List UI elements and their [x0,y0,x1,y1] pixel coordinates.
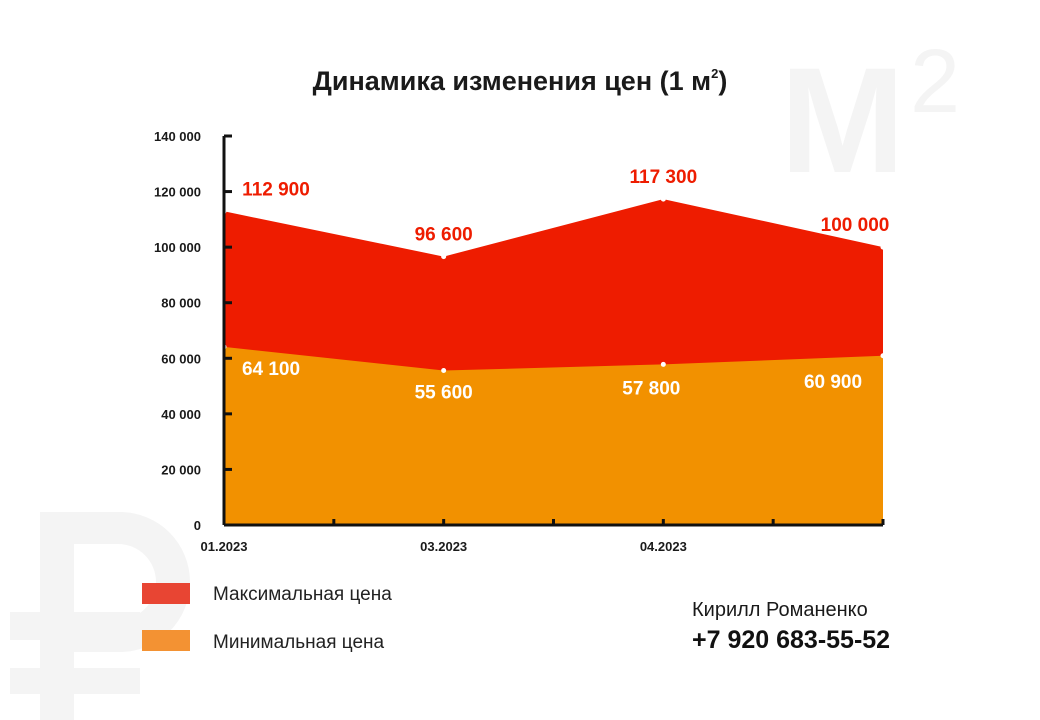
legend-swatch-min [142,630,190,651]
data-label-min-3: 60 900 [804,372,862,393]
svg-text:M: M [780,36,905,204]
y-tick-label-6: 120 000 [154,185,201,200]
data-label-max-2: 117 300 [630,167,698,188]
y-tick-label-0: 0 [194,518,201,533]
chart-title-paren: ) [718,66,727,96]
data-point-s1-1 [441,368,447,374]
contact-name: Кирилл Романенко [692,599,868,621]
y-tick-label-1: 20 000 [161,462,201,477]
data-label-min-2: 57 800 [622,378,680,399]
chart-title-superscript: 2 [711,66,718,81]
data-labels: 112 900 96 600 117 300 100 000 64 100 55 600 5… [242,167,889,403]
y-tick-label-5: 100 000 [154,240,201,255]
data-point-s1-3 [880,353,886,359]
square-meter-icon: M 2 [780,32,960,204]
legend-label-max: Максимальная цена [213,584,392,605]
axes [222,134,885,527]
data-point-s0-3 [880,244,886,250]
legend-label-min: Минимальная цена [213,632,385,653]
data-label-min-0: 64 100 [242,359,300,380]
data-label-max-3: 100 000 [821,215,890,236]
x-tick-label-0: 01.2023 [201,539,248,554]
data-label-max-1: 96 600 [415,225,473,246]
y-tick-label-7: 140 000 [154,129,201,144]
data-label-max-0: 112 900 [242,179,310,200]
x-tick-label-1: 03.2023 [420,539,467,554]
plot-areas [224,199,883,525]
chart-title: Динамика изменения цен (1 м2) [313,66,728,96]
y-tick-label-2: 40 000 [161,407,201,422]
legend-swatch-max [142,583,190,604]
x-tick-label-2: 04.2023 [640,539,687,554]
data-label-min-1: 55 600 [415,383,473,404]
ruble-sign-icon [10,512,190,720]
svg-text:2: 2 [910,32,960,132]
x-tick-labels: 01.2023 03.2023 04.2023 [201,539,687,554]
contact-phone: +7 920 683-55-52 [692,626,890,654]
data-point-s1-2 [660,361,666,367]
area-series-1 [224,346,883,525]
y-tick-labels: 0 20 000 40 000 60 000 80 000 100 000 120 000 1… [154,129,201,533]
data-point-s0-2 [660,196,666,202]
legend: Максимальная цена Минимальная цена [142,583,392,653]
y-tick-label-3: 60 000 [161,351,201,366]
y-tick-label-4: 80 000 [161,296,201,311]
data-point-s0-1 [441,254,447,260]
